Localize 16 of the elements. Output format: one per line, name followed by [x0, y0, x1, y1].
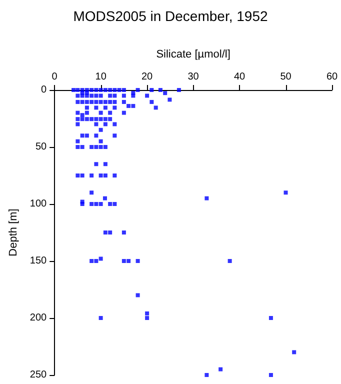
x-tick-label: 40: [234, 72, 246, 82]
x-tick-label: 10: [95, 72, 107, 82]
y-tick-label: 250: [30, 370, 48, 380]
x-tick-label: 60: [326, 72, 338, 82]
y-tick-label: 50: [35, 142, 48, 152]
y-tick-label: 200: [30, 312, 48, 324]
x-tick-label: 50: [280, 72, 292, 82]
y-axis-title: Depth [m]: [8, 208, 20, 256]
x-tick-label: 0: [52, 72, 58, 82]
chart-title: MODS2005 in December, 1952: [73, 8, 268, 24]
x-tick-label: 20: [141, 72, 154, 82]
x-tick-label: 30: [188, 72, 200, 82]
x-axis-title: Silicate [µmol/l]: [156, 48, 230, 60]
y-tick-label: 150: [30, 256, 48, 266]
y-tick-label: 0: [41, 84, 48, 96]
y-tick-label: 100: [30, 198, 48, 210]
